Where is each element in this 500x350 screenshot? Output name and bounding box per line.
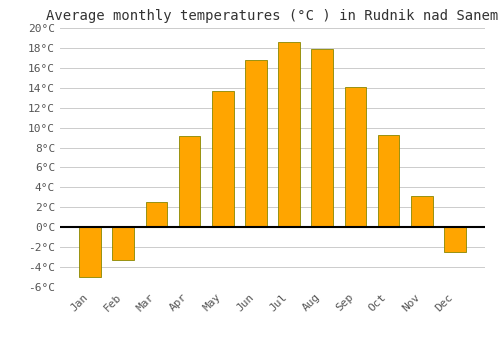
Bar: [179, 135, 201, 227]
Bar: [411, 196, 432, 227]
Bar: [344, 87, 366, 227]
Bar: [245, 60, 266, 227]
Bar: [378, 135, 400, 227]
Bar: [444, 227, 466, 252]
Bar: [80, 227, 101, 277]
Bar: [212, 91, 234, 227]
Bar: [112, 227, 134, 260]
Bar: [278, 42, 300, 227]
Bar: [312, 49, 333, 227]
Bar: [146, 202, 167, 227]
Title: Average monthly temperatures (°C ) in Rudnik nad Sanem: Average monthly temperatures (°C ) in Ru…: [46, 9, 498, 23]
